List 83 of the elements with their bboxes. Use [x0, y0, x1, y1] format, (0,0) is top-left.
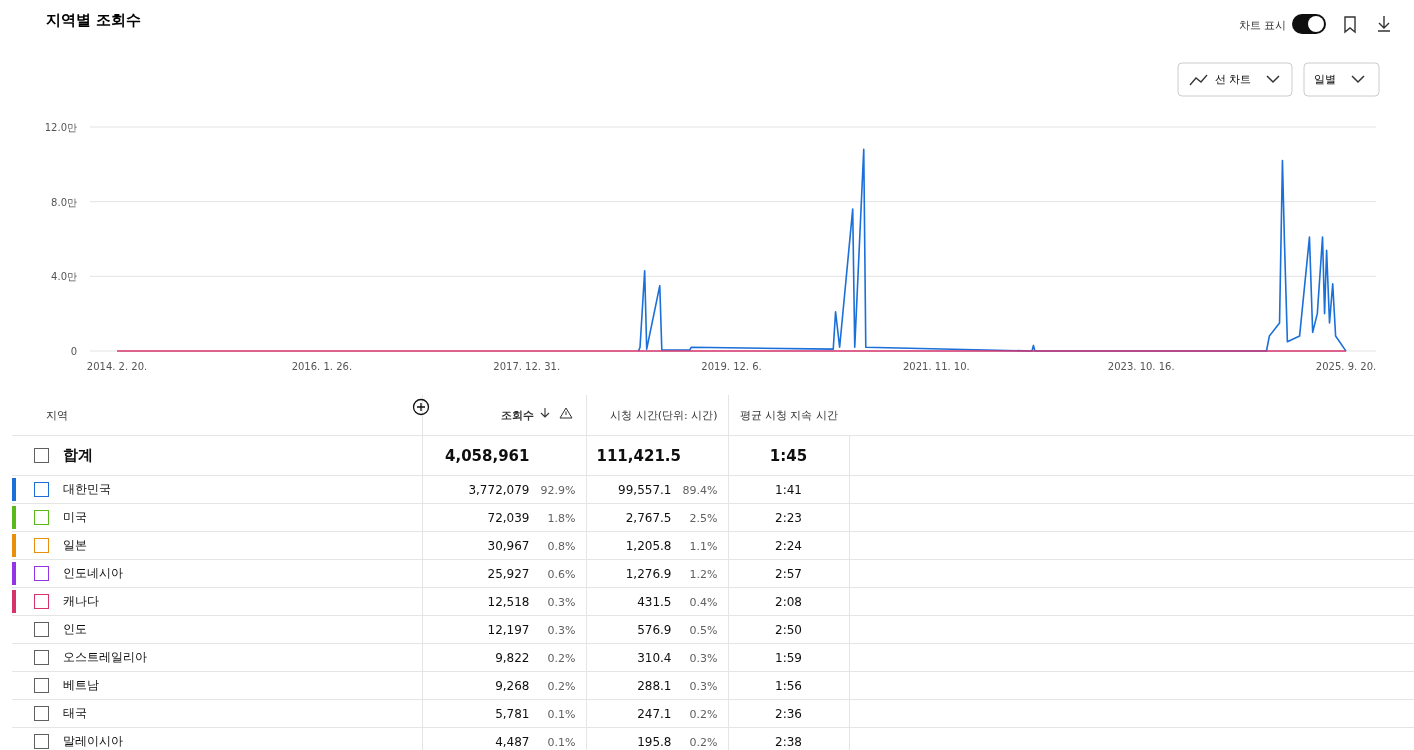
data-label: 1.1%: [688, 539, 718, 553]
data-label: 1:41: [728, 475, 849, 504]
data-label: 247.1: [637, 706, 672, 721]
category-label: 태국: [12, 699, 422, 728]
data-label: 1,205.8: [625, 538, 672, 553]
category-label: 대한민국: [12, 475, 422, 504]
data-label: 1.2%: [688, 567, 718, 581]
data-label: 111,421.5: [586, 435, 728, 476]
x-tick-label: 2019. 12. 6.: [701, 361, 762, 372]
text: 일별: [1314, 73, 1336, 86]
data-label: 2:38: [728, 727, 849, 750]
data-label: 2:57: [728, 559, 849, 588]
chart-title: 지역별 조회수: [46, 11, 142, 29]
data-label: 2.5%: [688, 511, 718, 525]
data-label: 0.3%: [546, 595, 576, 609]
data-label: 2:36: [728, 699, 849, 728]
data-label: 0.3%: [546, 623, 576, 637]
x-tick-label: 2016. 1. 26.: [291, 361, 353, 372]
data-label: 2:24: [728, 531, 849, 560]
category-label: 인도네시아: [12, 559, 422, 588]
text: 시청 시간(단위: 시간): [586, 395, 728, 436]
data-label: 0.3%: [688, 651, 718, 665]
data-label: 431.5: [637, 594, 672, 609]
category-label: 인도: [12, 615, 422, 644]
data-label: 576.9: [637, 622, 672, 637]
data-label: 4,058,961: [422, 435, 586, 476]
category-label: 캐나다: [12, 587, 422, 616]
data-label: 2:50: [728, 615, 849, 644]
category-label: 베트남: [12, 671, 422, 700]
data-label: 99,557.1: [618, 482, 672, 497]
data-label: 0.2%: [688, 735, 718, 749]
data-label: 89.4%: [681, 483, 718, 497]
data-label: 1:56: [728, 671, 849, 700]
text: 지역: [12, 395, 422, 436]
text: 차트 표시: [1238, 19, 1286, 32]
data-label: 1,276.9: [625, 566, 672, 581]
text: 선 차트: [1215, 73, 1252, 86]
y-tick-label: 0: [70, 346, 77, 357]
data-label: 0.1%: [546, 707, 576, 721]
data-label: 1:45: [728, 435, 849, 476]
text: 평균 시청 지속 시간: [728, 395, 849, 436]
data-label: 0.3%: [688, 679, 718, 693]
data-label: 9,268: [495, 678, 530, 693]
data-label: 92.9%: [539, 483, 576, 497]
x-tick-label: 2023. 10. 16.: [1107, 361, 1175, 372]
data-label: 5,781: [495, 706, 530, 721]
data-label: 2:23: [728, 503, 849, 532]
legend-label: 조회수: [422, 395, 586, 436]
data-label: 25,927: [487, 566, 530, 581]
data-label: 0.6%: [546, 567, 576, 581]
data-label: 2:08: [728, 587, 849, 616]
x-tick-label: 2017. 12. 31.: [493, 361, 561, 372]
data-label: 12,197: [487, 622, 530, 637]
y-tick-label: 8.0만: [51, 196, 77, 208]
data-label: 0.2%: [688, 707, 718, 721]
data-label: 0.2%: [546, 651, 576, 665]
category-label: 일본: [12, 531, 422, 560]
category-label: 미국: [12, 503, 422, 532]
data-label: 1:59: [728, 643, 849, 672]
data-label: 0.8%: [546, 539, 576, 553]
y-tick-label: 4.0만: [51, 271, 77, 283]
data-label: 30,967: [487, 538, 530, 553]
data-label: 72,039: [487, 510, 530, 525]
data-label: 0.4%: [688, 595, 718, 609]
category-label: 합계: [12, 435, 422, 476]
data-label: 0.5%: [688, 623, 718, 637]
data-label: 12,518: [487, 594, 530, 609]
y-tick-label: 12.0만: [44, 122, 77, 133]
x-tick-label: 2014. 2. 20.: [86, 361, 148, 372]
data-label: 0.2%: [546, 679, 576, 693]
category-label: 말레이시아: [12, 727, 422, 750]
x-tick-label: 2025. 9. 20.: [1315, 361, 1377, 372]
category-label: 오스트레일리아: [12, 643, 422, 672]
data-label: 1.8%: [546, 511, 576, 525]
data-label: 2,767.5: [625, 510, 672, 525]
data-label: 3,772,079: [468, 482, 530, 497]
data-label: 4,487: [495, 734, 530, 749]
data-label: 288.1: [637, 678, 672, 693]
data-label: 9,822: [495, 650, 530, 665]
data-label: 0.1%: [546, 735, 576, 749]
data-label: 310.4: [637, 650, 672, 665]
data-label: 195.8: [637, 734, 672, 749]
x-tick-label: 2021. 11. 10.: [902, 361, 970, 372]
